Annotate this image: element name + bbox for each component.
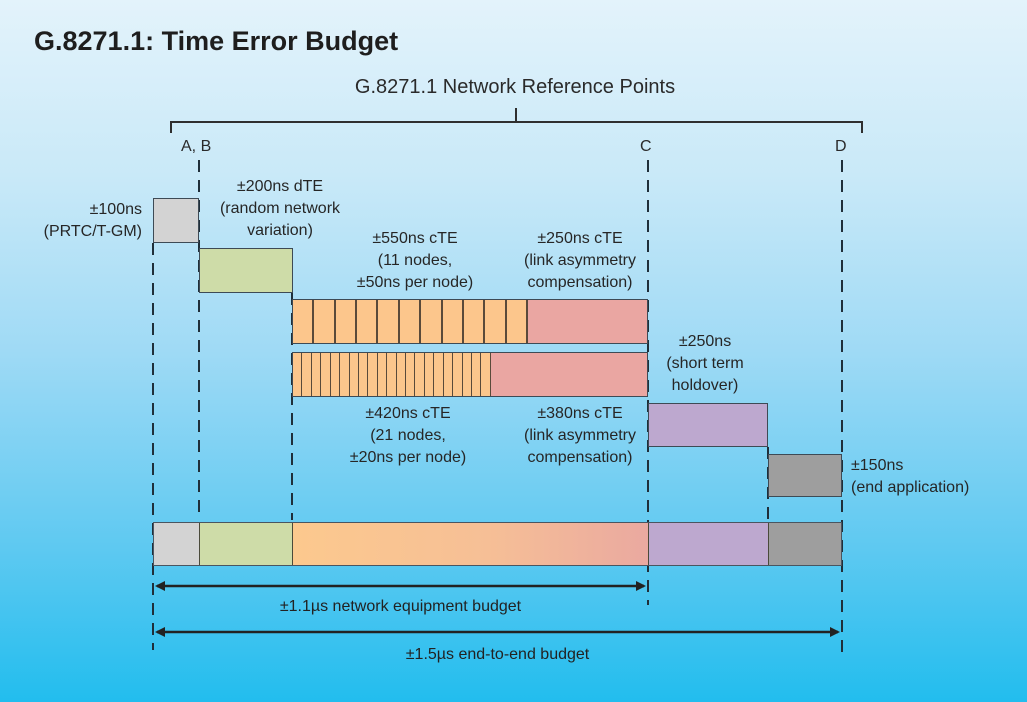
dte-value: ±200ns dTE — [236, 178, 324, 195]
dte-label: ±200ns dTE (random network variation) — [205, 176, 355, 242]
holdover-desc-1: (short term — [666, 355, 744, 372]
cte-11-value: ±550ns cTE — [372, 230, 458, 247]
dte-desc-2: variation) — [247, 222, 313, 239]
ref-point-c: C — [640, 138, 652, 155]
asym-380-desc-1: (link asymmetry — [523, 427, 636, 444]
holdover-box — [648, 403, 768, 447]
network-budget-label: ±1.1µs network equipment budget — [279, 598, 522, 615]
cte-21-desc-2: ±20ns per node) — [349, 449, 467, 466]
holdover-desc-2: holdover) — [671, 377, 739, 394]
cte-11-desc-2: ±50ns per node) — [356, 274, 474, 291]
asym-250-desc-1: (link asymmetry — [523, 252, 636, 269]
cte-21-row — [292, 352, 648, 397]
summary-prtc — [154, 523, 200, 565]
prtc-desc: (PRTC/T-GM) — [43, 223, 142, 240]
dte-box — [199, 248, 293, 293]
end-app-label: ±150ns (end application) — [851, 455, 969, 499]
prtc-value: ±100ns — [89, 201, 142, 218]
cte-21-node-cells — [293, 353, 491, 396]
asym-250-desc-2: compensation) — [527, 274, 633, 291]
holdover-label: ±250ns (short term holdover) — [640, 331, 770, 397]
cte-11-node-cells — [293, 300, 528, 343]
end-app-box — [768, 454, 842, 497]
page-title: G.8271.1: Time Error Budget — [34, 26, 399, 56]
ref-point-d: D — [835, 138, 847, 155]
end-to-end-budget-label: ±1.5µs end-to-end budget — [405, 646, 590, 663]
summary-bar — [153, 522, 842, 566]
asym-250-label: ±250ns cTE (link asymmetry compensation) — [505, 228, 655, 294]
dte-desc-1: (random network — [219, 200, 341, 217]
cte-21-desc-1: (21 nodes, — [370, 427, 446, 444]
holdover-value: ±250ns — [678, 333, 732, 350]
reference-bracket — [170, 108, 863, 133]
asym-380-label: ±380ns cTE (link asymmetry compensation) — [505, 403, 655, 469]
cte-11-desc-1: (11 nodes, — [377, 252, 453, 269]
diagram-subtitle: G.8271.1 Network Reference Points — [354, 76, 676, 98]
cte-11-label: ±550ns cTE (11 nodes, ±50ns per node) — [335, 228, 495, 294]
asym-380-value: ±380ns cTE — [537, 405, 623, 422]
ref-point-ab: A, B — [181, 138, 212, 155]
end-app-value: ±150ns — [851, 457, 904, 474]
asym-380-desc-2: compensation) — [527, 449, 633, 466]
prtc-box — [153, 198, 199, 243]
summary-holdover — [649, 523, 769, 565]
prtc-label: ±100ns (PRTC/T-GM) — [20, 199, 142, 243]
summary-cte — [293, 523, 649, 565]
summary-dte — [200, 523, 293, 565]
asym-250-value: ±250ns cTE — [537, 230, 623, 247]
end-app-desc: (end application) — [851, 479, 970, 496]
cte-21-value: ±420ns cTE — [365, 405, 451, 422]
summary-end-app — [769, 523, 841, 565]
cte-21-label: ±420ns cTE (21 nodes, ±20ns per node) — [328, 403, 488, 469]
cte-11-row — [292, 299, 648, 344]
